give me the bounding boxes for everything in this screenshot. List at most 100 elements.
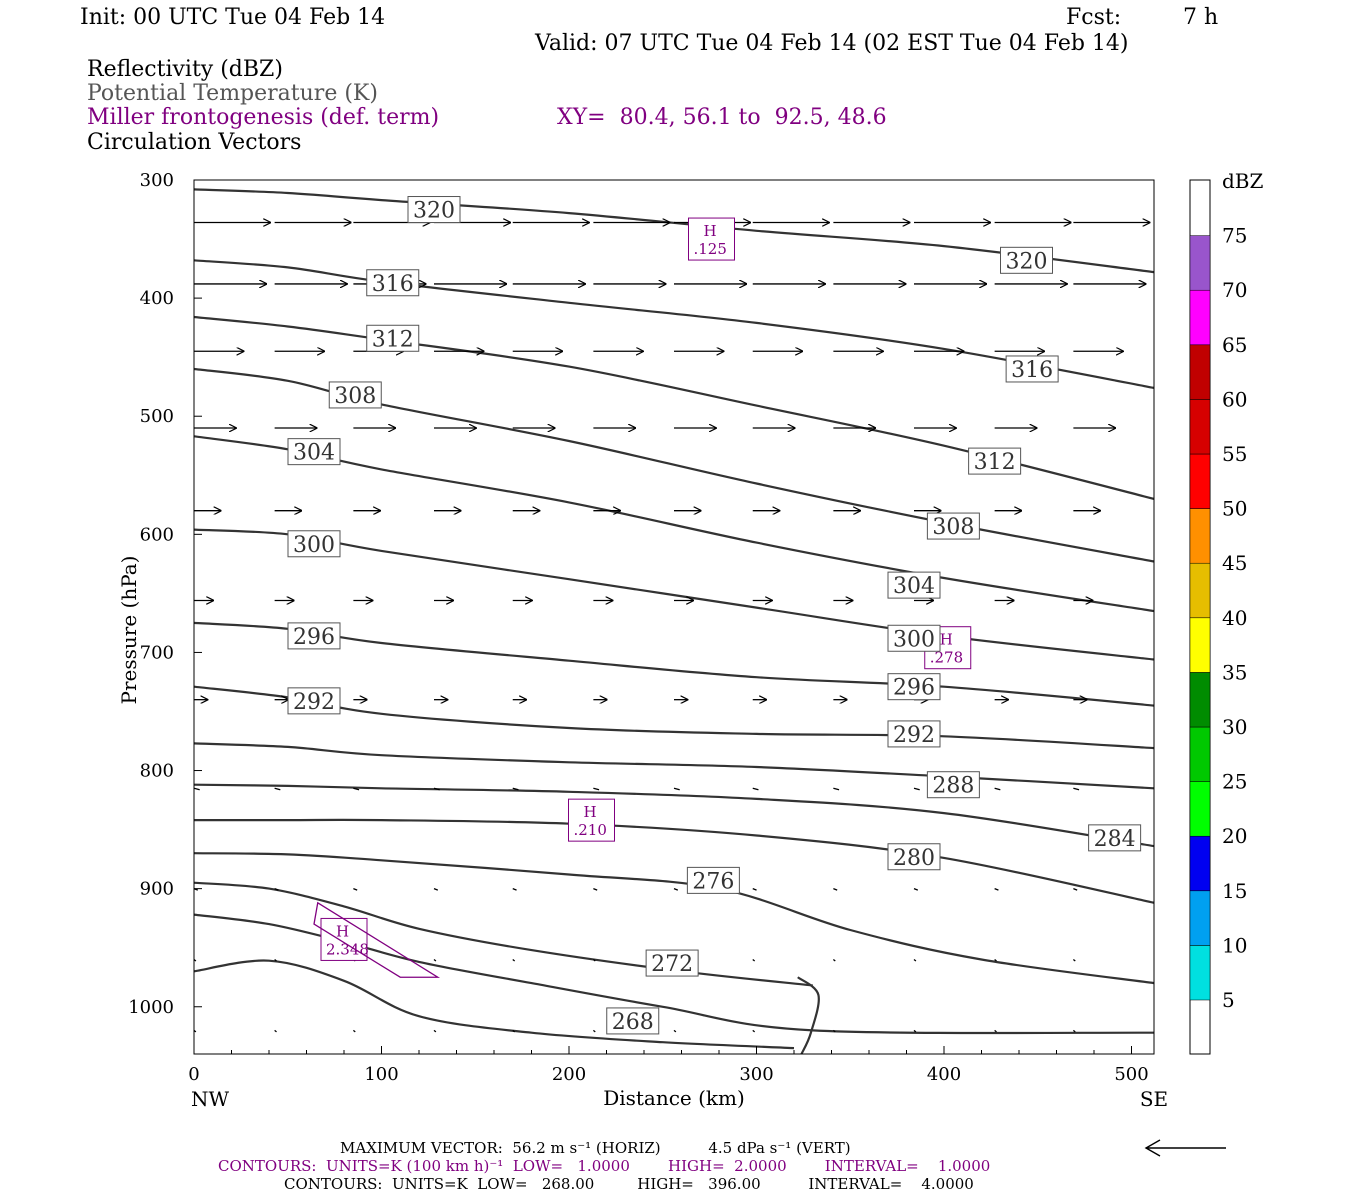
y-tick-label: 900 [140,879,174,900]
colorbar-swatch [1189,508,1211,564]
frontogenesis-contour-info: CONTOURS: UNITS=K (100 km h)⁻¹ LOW= 1.00… [218,1157,991,1175]
frontogenesis-max-value: .278 [930,649,963,667]
contour-label: 296 [893,676,935,701]
contour-label-box [287,530,341,558]
colorbar-label: 30 [1222,715,1247,739]
circulation-vector [913,959,917,962]
frontogenesis-max-value: .210 [574,821,607,839]
contour-label-box [926,771,980,799]
circulation-vector [433,888,439,891]
contour-label: 308 [932,515,974,540]
frontogenesis-max-label: H [336,922,349,940]
forecast-hours: 7 h [1183,5,1219,30]
frontogenesis-max-label: H [584,803,597,821]
x-tick-label: 500 [1114,1064,1148,1085]
theta-contour-segment [797,976,820,1054]
circulation-vector [913,888,919,891]
contour-label: 292 [893,723,935,748]
forecast-label: Fcst: [1066,5,1122,30]
contour-label-box [287,687,341,715]
contour-label: 300 [893,627,935,652]
colorbar-label: 65 [1222,333,1247,357]
theta-contour-272 [194,881,813,987]
circulation-vector [592,1029,596,1033]
contour-label-box [645,949,699,977]
colorbar-swatch [1189,672,1211,728]
contour-label-box [887,720,941,748]
colorbar-label: 40 [1222,606,1247,630]
contour-label-box [287,438,341,466]
contour-label-box [887,624,941,652]
circulation-vector [1073,888,1078,891]
circulation-vector [994,959,997,962]
colorbar-swatch [1189,945,1211,1001]
contour-label: 304 [293,441,335,466]
circulation-vector [1072,1029,1076,1033]
contour-label-box [1088,824,1142,852]
contour-label-box [287,622,341,650]
max-vector-info: MAXIMUM VECTOR: 56.2 m s⁻¹ (HORIZ) 4.5 d… [340,1139,851,1157]
colorbar-label: 5 [1222,988,1235,1012]
circulation-vector [994,888,999,891]
circulation-vector [832,1029,836,1033]
circulation-vector [673,888,679,891]
contour-label-box [606,1007,660,1035]
circulation-vector [274,888,279,891]
circulation-vector [1073,787,1080,791]
contour-label: 284 [1094,827,1136,852]
contour-label: 280 [893,846,935,871]
contour-label: 316 [372,272,414,297]
x-tick-label: 0 [188,1064,199,1085]
contour-label: 276 [692,869,734,894]
x-end-label-right: SE [1140,1087,1168,1111]
contour-label: 300 [293,533,335,558]
contour-label-box [887,571,941,599]
circulation-vector [274,787,281,791]
field-frontogenesis: Miller frontogenesis (def. term) [87,105,440,130]
x-tick-label: 400 [927,1064,961,1085]
frontogenesis-max-box [320,917,368,961]
frontogenesis-max-value: 2.348 [326,940,369,958]
theta-contour-312 [194,315,1154,500]
circulation-vector [433,959,437,962]
x-tick-label: 100 [364,1064,398,1085]
contour-label: 272 [651,952,693,977]
theta-contour-info: CONTOURS: UNITS=K LOW= 268.00 HIGH= 396.… [284,1175,974,1193]
theta-contour-288 [194,742,1154,790]
circulation-vector [593,888,598,891]
colorbar-label: 25 [1222,770,1247,794]
x-end-label-left: NW [191,1087,230,1111]
circulation-vector [512,1029,516,1033]
colorbar-label: 35 [1222,660,1247,684]
colorbar-label: 45 [1222,551,1247,575]
contour-label-box [887,673,941,701]
circulation-vector [833,888,838,891]
contour-label: 312 [372,327,414,352]
valid-time: Valid: 07 UTC Tue 04 Feb 14 (02 EST Tue … [535,31,1129,56]
circulation-vector [353,787,360,791]
colorbar-label: 55 [1222,442,1247,466]
circulation-vector [913,1029,917,1033]
contour-label-box [686,866,740,894]
reference-vector-arrowhead [1144,1139,1161,1157]
circulation-vector [433,787,440,791]
frontogenesis-contour [313,901,441,978]
colorbar-label: 50 [1222,497,1247,521]
circulation-vector [994,787,1001,791]
colorbar-swatch [1189,562,1211,619]
x-axis-label: Distance (km) [603,1086,745,1110]
y-tick-label: 700 [140,642,174,663]
y-tick-label: 1000 [128,997,174,1018]
contour-label-box [1000,246,1053,274]
circulation-vector [274,1029,277,1033]
theta-contour-276 [194,852,1154,985]
colorbar-label: 15 [1222,879,1247,903]
plot-frame [193,179,1155,1055]
contour-label: 304 [893,574,935,599]
circulation-vector [352,1029,356,1033]
colorbar-swatch [1189,617,1211,673]
colorbar-swatch [1189,289,1211,346]
contour-label: 288 [932,774,974,799]
circulation-vector [833,787,840,791]
